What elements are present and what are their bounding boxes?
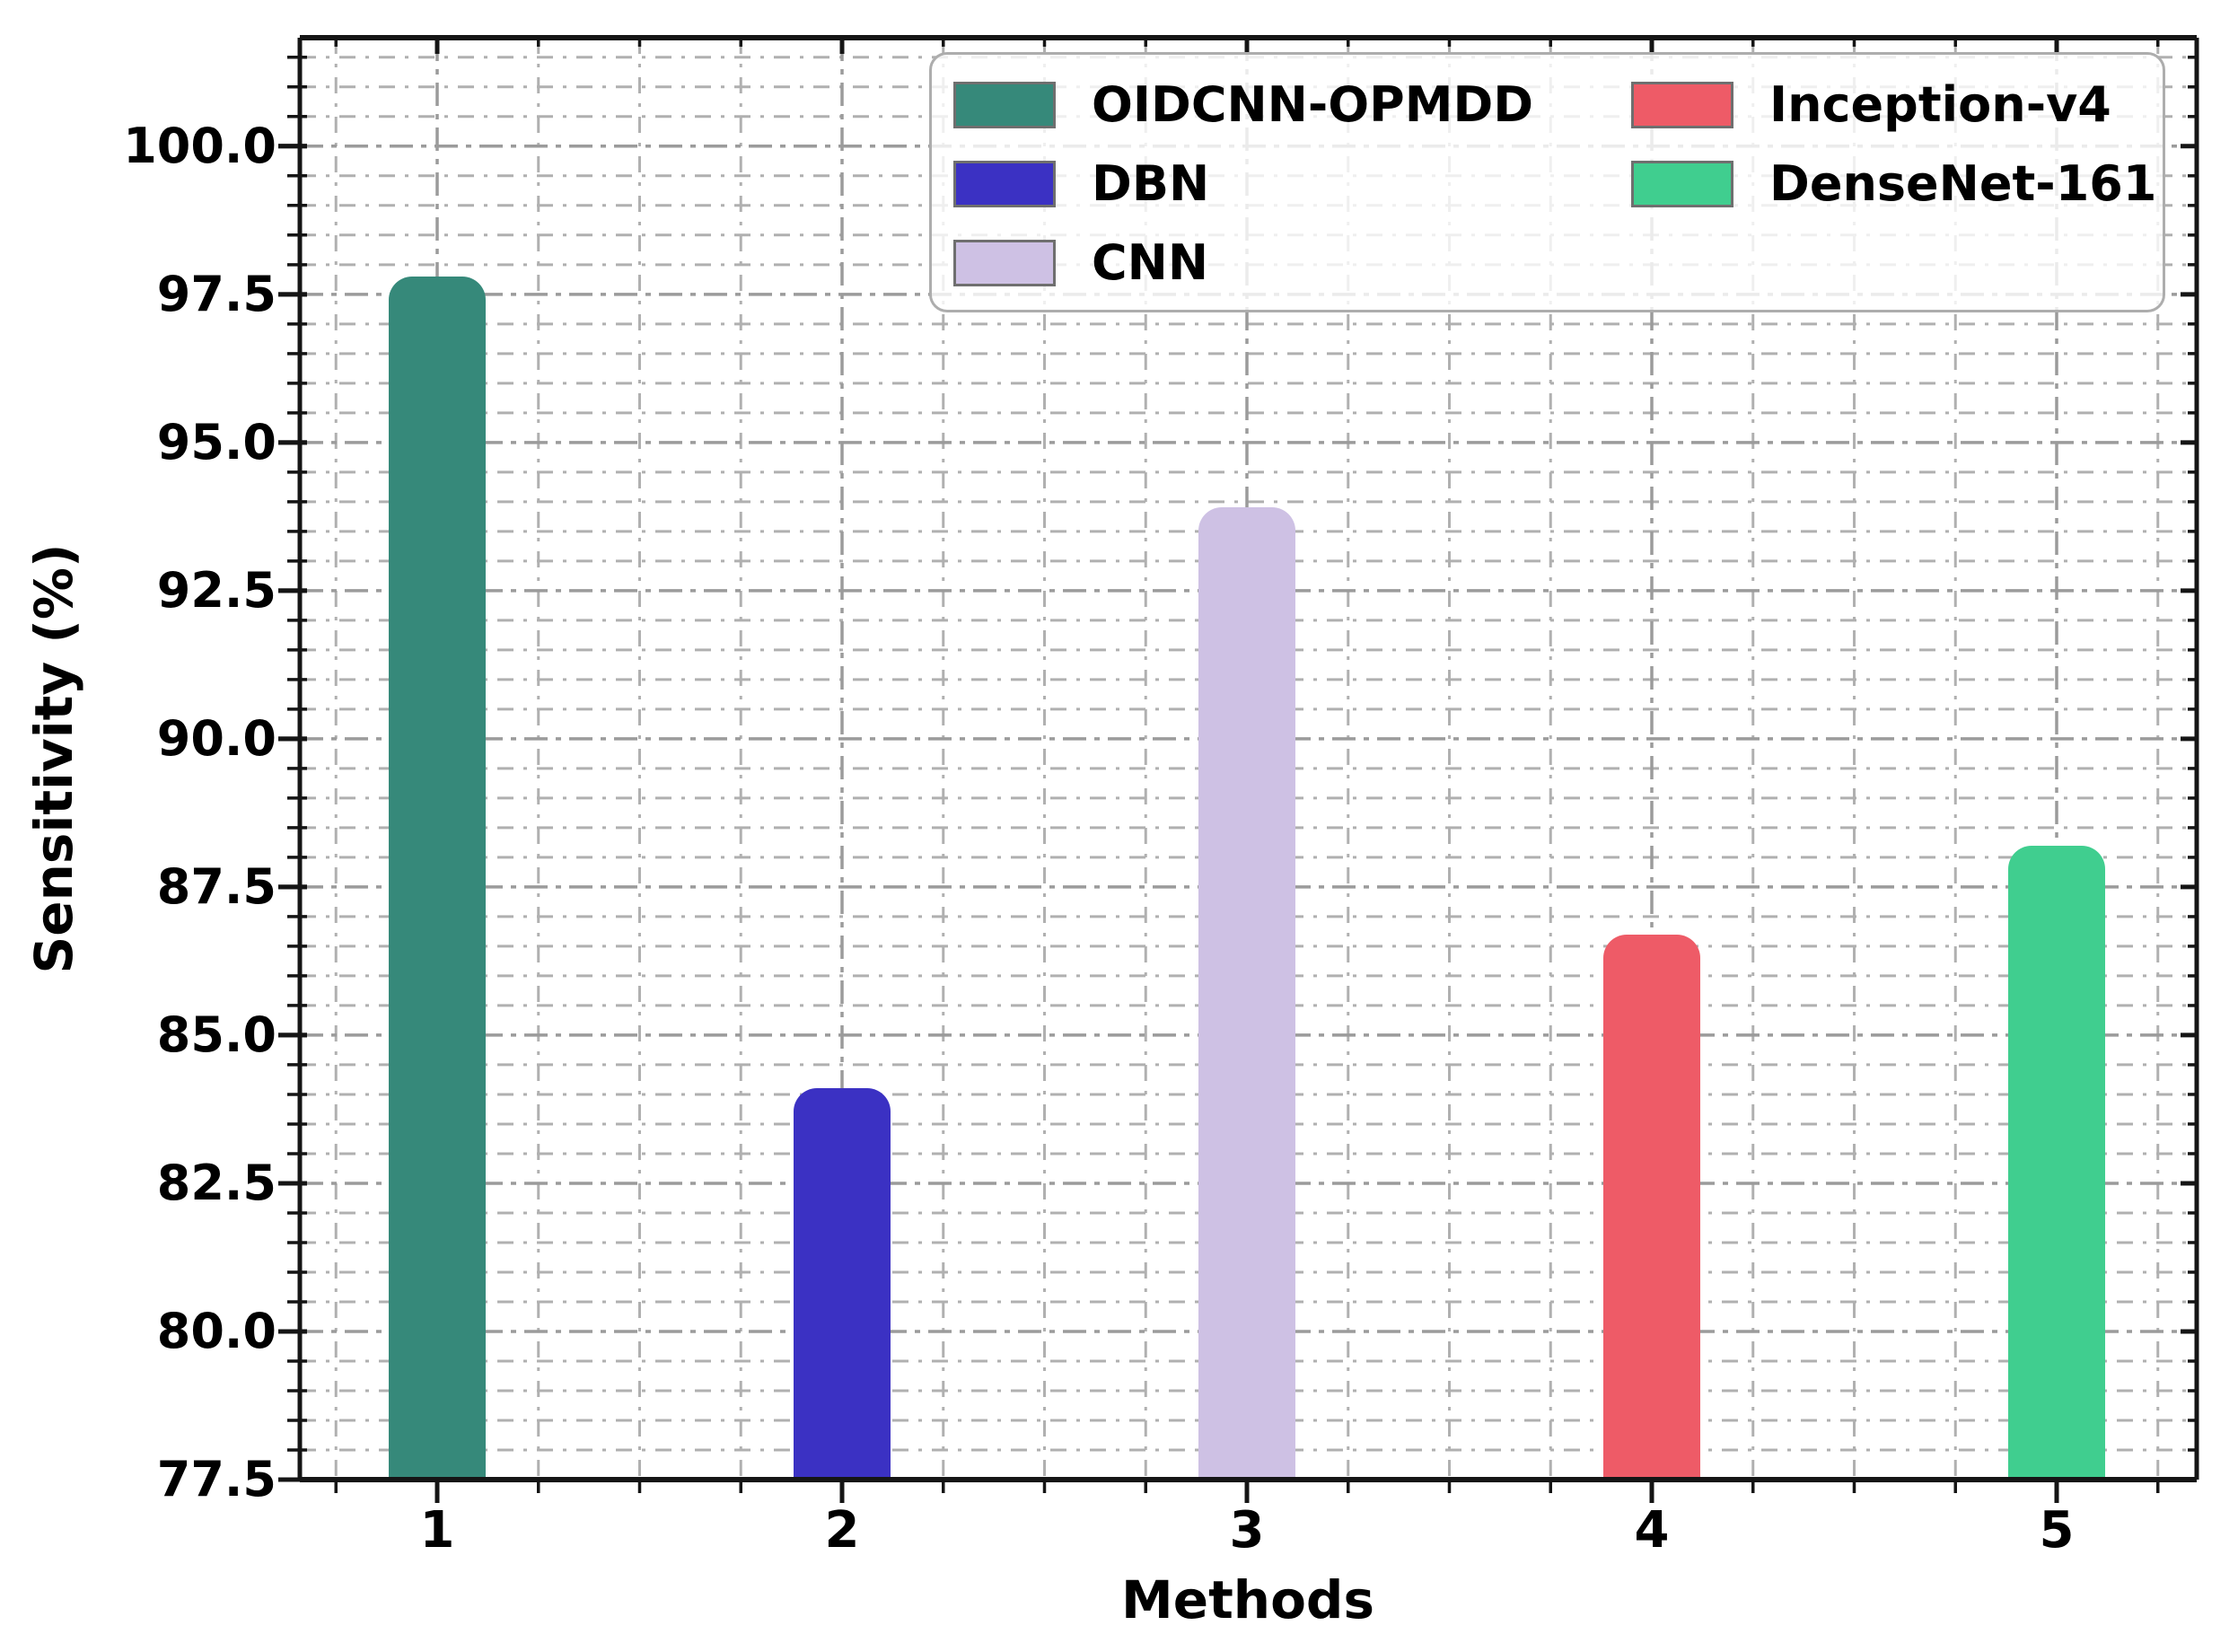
legend-item-densenet-161: DenseNet-161 <box>1631 155 2157 212</box>
legend-swatch <box>1631 82 1733 128</box>
y-tick-label: 80.0 <box>156 1302 276 1359</box>
legend-item-cnn: CNN <box>953 234 1631 291</box>
legend-label: CNN <box>1092 234 1209 291</box>
x-tick-label: 2 <box>824 1501 860 1560</box>
legend-column: OIDCNN-OPMDD DBN CNN <box>953 76 1631 292</box>
y-tick-label: 82.5 <box>156 1154 276 1211</box>
x-tick-label: 4 <box>1634 1501 1670 1560</box>
legend-swatch <box>953 82 1056 128</box>
y-tick-label: 92.5 <box>156 561 276 619</box>
legend-label: DBN <box>1092 155 1210 212</box>
y-tick-label: 90.0 <box>156 709 276 767</box>
legend-column: Inception-v4 DenseNet-161 <box>1631 76 2157 292</box>
legend: OIDCNN-OPMDD DBN CNN Inception-v4 DenseNet-1… <box>929 52 2165 312</box>
legend-item-dbn: DBN <box>953 155 1631 212</box>
legend-label: OIDCNN-OPMDD <box>1092 76 1534 133</box>
y-axis-label: Sensitivity (%) <box>23 543 84 974</box>
legend-swatch <box>953 161 1056 207</box>
bar-cnn <box>1198 507 1295 1478</box>
legend-swatch <box>1631 161 1733 207</box>
y-tick-label: 95.0 <box>156 413 276 470</box>
y-tick-label: 77.5 <box>156 1451 276 1507</box>
x-axis-label: Methods <box>1121 1569 1374 1630</box>
legend-item-inception-v4: Inception-v4 <box>1631 76 2156 133</box>
y-tick-label: 87.5 <box>156 857 276 915</box>
legend-label: DenseNet-161 <box>1769 155 2157 212</box>
y-tick-label: 100.0 <box>123 117 276 174</box>
bar-oidcnn-opmdd <box>389 277 486 1478</box>
legend-swatch <box>953 240 1056 286</box>
bar-densenet-161 <box>2008 845 2105 1478</box>
y-tick-label: 85.0 <box>156 1006 276 1063</box>
legend-item-oidcnn-opmdd: OIDCNN-OPMDD <box>953 76 1631 133</box>
x-tick-label: 3 <box>1229 1501 1265 1560</box>
y-tick-label: 97.5 <box>156 265 276 322</box>
legend-label: Inception-v4 <box>1769 76 2111 133</box>
x-tick-label: 1 <box>419 1501 455 1560</box>
bar-inception-v4 <box>1603 934 1700 1478</box>
bar-dbn <box>794 1088 891 1478</box>
x-tick-label: 5 <box>2039 1501 2075 1560</box>
